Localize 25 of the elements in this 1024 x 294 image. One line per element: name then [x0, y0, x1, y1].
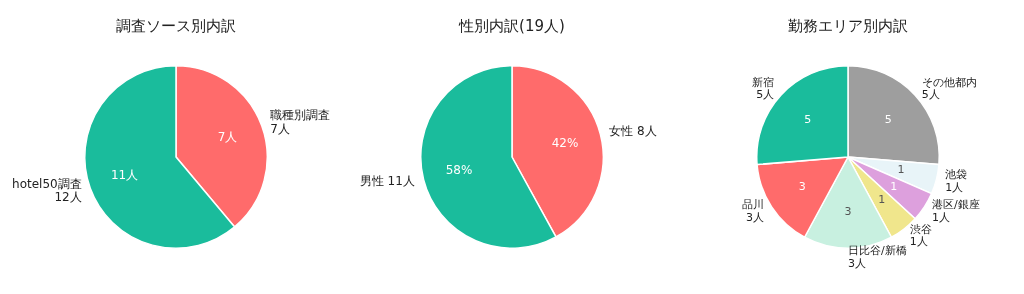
slice-label: 港区/銀座 1人 — [932, 198, 980, 225]
slice-label: 池袋 1人 — [945, 168, 968, 194]
slice-label: 職種別調査 7人 — [270, 107, 331, 136]
data-label: 1 — [897, 163, 905, 177]
slice-label: 日比谷/新橋 3人 — [848, 243, 907, 270]
data-label: 3 — [844, 204, 852, 218]
data-label: 5 — [804, 112, 812, 126]
slice-label: 新宿 5人 — [752, 75, 775, 102]
data-label: 58% — [445, 162, 473, 177]
slice-label: 女性 8人 — [609, 124, 657, 139]
data-label: 5 — [884, 112, 892, 126]
data-label: 3 — [798, 179, 806, 193]
chart-title: 性別内訳(19人) — [458, 16, 565, 35]
slice-label: 品川 3人 — [741, 198, 764, 225]
slice-label: 渋谷 1人 — [909, 222, 932, 249]
slice-label: hotel50調査 12人 — [12, 176, 82, 205]
slice-label: その他都内 5人 — [921, 75, 977, 102]
data-label: 1 — [878, 193, 886, 207]
slice-label: 男性 11人 — [359, 174, 415, 189]
data-label: 7人 — [217, 130, 238, 145]
data-label: 42% — [551, 135, 579, 150]
data-label: 11人 — [110, 167, 139, 182]
chart-title: 勤務エリア別内訳 — [788, 16, 908, 35]
data-label: 1 — [890, 179, 898, 193]
chart-title: 調査ソース別内訳 — [116, 16, 236, 35]
